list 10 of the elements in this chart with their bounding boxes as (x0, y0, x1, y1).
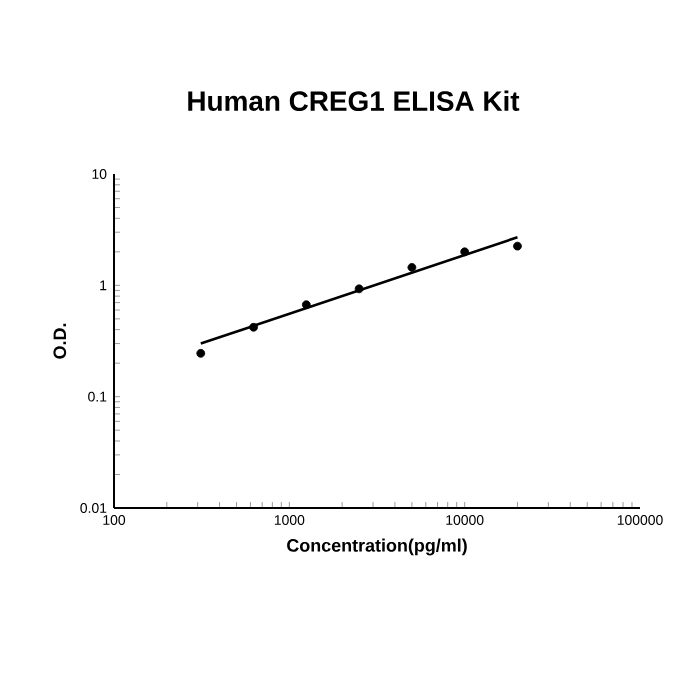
point (460, 247, 470, 257)
chart-title: Human CREG1 ELISA Kit (188, 90, 520, 112)
y-axis-title: O.D. (53, 323, 67, 359)
point (196, 348, 206, 358)
point (249, 322, 258, 332)
point (513, 241, 522, 251)
point (301, 300, 311, 310)
point (354, 284, 364, 294)
point (407, 262, 417, 272)
x-axis-title: Concentration(pg/ml) (287, 538, 467, 556)
